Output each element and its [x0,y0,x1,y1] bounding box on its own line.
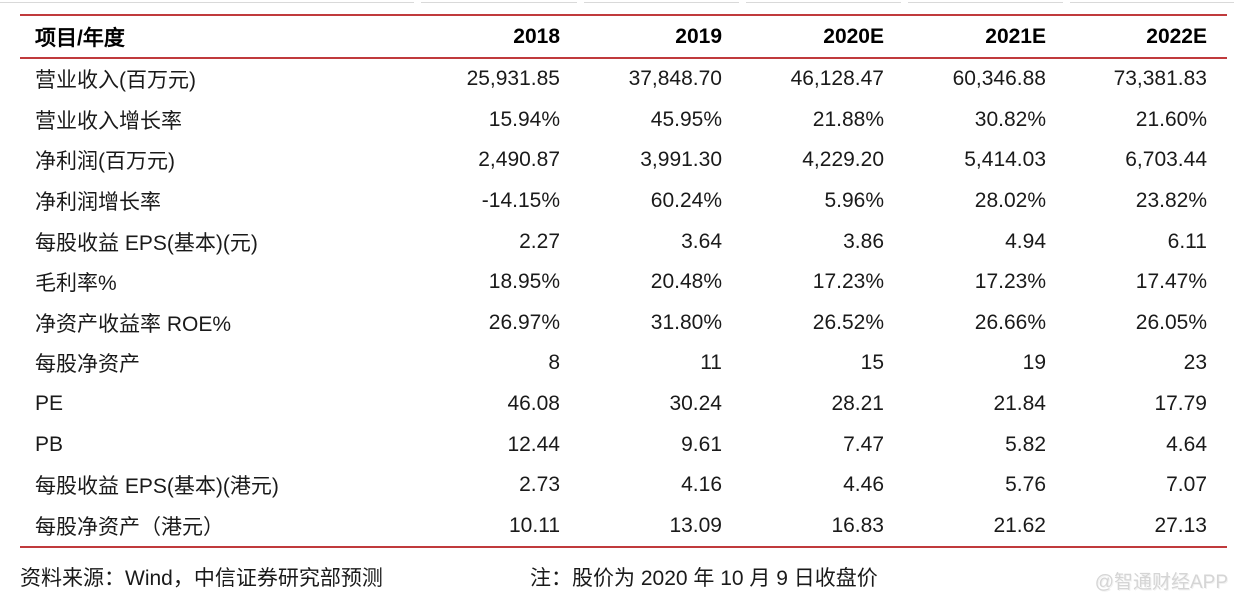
header-cell-year: 2022E [1066,14,1227,59]
cell-value: 26.97% [488,310,560,334]
table-header-row: 项目/年度 2018 2019 2020E 2021E 2022E [20,14,1227,59]
cell-value: 9.61 [681,432,722,456]
price-note: 注：股价为 2020 年 10 月 9 日收盘价 [530,567,878,590]
row-label: 营业收入增长率 [35,109,182,133]
table-row: 每股净资产（港元） 10.11 13.09 16.83 21.62 27.13 [20,505,1227,549]
cell-value: 60.24% [650,189,722,213]
cell-value: 10.11 [417,505,580,549]
header-cell-year: 2018 [417,14,580,59]
cell-value: 5.96% [824,189,884,213]
cell-value: 30.24 [669,392,722,416]
table-row: 净资产收益率 ROE% 26.97% 31.80% 26.52% 26.66% 26.05… [20,303,1227,344]
cell-value: 2.73 [519,473,560,497]
table-row: PE 46.08 30.24 28.21 21.84 17.79 [20,384,1227,425]
cell-value: 2,490.87 [478,148,560,172]
cell-value: 21.62 [904,505,1066,549]
cell-value: 13.09 [580,505,742,549]
cell-value: 28.02% [974,189,1046,213]
cell-value: 60,346.88 [952,67,1046,91]
cell-value: 5,414.03 [964,148,1046,172]
cell-value: 6,703.44 [1125,148,1207,172]
cell-value: 21.60% [1135,107,1207,131]
row-label: PE [35,392,64,416]
cell-value: -14.15% [481,189,560,213]
row-label: 每股净资产 [35,353,140,377]
table-row: 每股净资产 8 11 15 19 23 [20,343,1227,384]
cell-value: 26.52% [812,310,884,334]
row-label: 每股收益 EPS(基本)(港元) [35,475,279,499]
cell-value: 17.47% [1135,270,1207,294]
table-row: 净利润(百万元) 2,490.87 3,991.30 4,229.20 5,414.03… [20,140,1227,181]
cell-value: 2.27 [519,229,560,253]
cell-value: 8 [548,351,560,375]
header-cell-year: 2019 [580,14,742,59]
table-row: 营业收入(百万元) 25,931.85 37,848.70 46,128.47 60,3… [20,58,1227,100]
cell-value: 6.11 [1167,229,1207,253]
cell-value: 17.79 [1154,392,1207,416]
cell-value: 21.84 [993,392,1046,416]
cell-value: 73,381.83 [1113,67,1207,91]
cell-value: 18.95% [488,270,560,294]
cell-value: 4.46 [843,473,884,497]
cell-value: 26.05% [1135,310,1207,334]
cell-value: 11 [700,351,722,375]
cell-value: 15 [860,351,884,375]
cell-value: 30.82% [974,107,1046,131]
row-label: PB [35,432,64,456]
cell-value: 23.82% [1135,189,1207,213]
cell-value: 46.08 [507,392,560,416]
cell-value: 20.48% [650,270,722,294]
cell-value: 4.94 [1005,229,1046,253]
row-label: 毛利率% [35,272,117,296]
watermark-text: @智通财经APP [1094,572,1228,593]
table-row: 净利润增长率 -14.15% 60.24% 5.96% 28.02% 23.82% [20,181,1227,222]
cropped-row-divider [0,2,1234,3]
header-cell-year: 2020E [742,14,904,59]
cell-value: 5.82 [1005,432,1046,456]
cell-value: 17.23% [812,270,884,294]
table-row: PB 12.44 9.61 7.47 5.82 4.64 [20,424,1227,465]
cell-value: 46,128.47 [790,67,884,91]
cell-value: 45.95% [650,107,722,131]
cell-value: 37,848.70 [628,67,722,91]
source-note: 资料来源：Wind，中信证券研究部预测 [20,567,383,590]
cell-value: 16.83 [742,505,904,549]
cell-value: 3.86 [843,229,884,253]
financial-forecast-table: 项目/年度 2018 2019 2020E 2021E 2022E 营业收入(百万元) 25… [20,14,1227,549]
cell-value: 5.76 [1005,473,1046,497]
cell-value: 28.21 [831,392,884,416]
cell-value: 12.44 [507,432,560,456]
cell-value: 4,229.20 [802,148,884,172]
cell-value: 3,991.30 [640,148,722,172]
cell-value: 19 [1022,351,1046,375]
table-row: 毛利率% 18.95% 20.48% 17.23% 17.23% 17.47% [20,262,1227,303]
cell-value: 3.64 [681,229,722,253]
cell-value: 7.47 [843,432,884,456]
header-cell-year: 2021E [904,14,1066,59]
cell-value: 23 [1183,351,1207,375]
cell-value: 31.80% [650,310,722,334]
row-label: 营业收入(百万元) [35,69,196,93]
table-row: 每股收益 EPS(基本)(元) 2.27 3.64 3.86 4.94 6.11 [20,221,1227,262]
cell-value: 7.07 [1166,473,1207,497]
row-label: 净利润(百万元) [35,150,175,174]
table-row: 每股收益 EPS(基本)(港元) 2.73 4.16 4.46 5.76 7.07 [20,465,1227,506]
cell-value: 4.16 [681,473,722,497]
row-label: 每股净资产（港元） [20,505,417,549]
cell-value: 21.88% [812,107,884,131]
cell-value: 26.66% [974,310,1046,334]
row-label: 净资产收益率 ROE% [35,312,232,336]
row-label: 净利润增长率 [35,191,161,215]
cell-value: 27.13 [1066,505,1227,549]
cell-value: 17.23% [974,270,1046,294]
header-cell-label: 项目/年度 [20,14,417,59]
row-label: 每股收益 EPS(基本)(元) [35,231,258,255]
cell-value: 4.64 [1166,432,1207,456]
cell-value: 25,931.85 [466,67,560,91]
cell-value: 15.94% [488,107,560,131]
table-row: 营业收入增长率 15.94% 45.95% 21.88% 30.82% 21.60% [20,100,1227,141]
